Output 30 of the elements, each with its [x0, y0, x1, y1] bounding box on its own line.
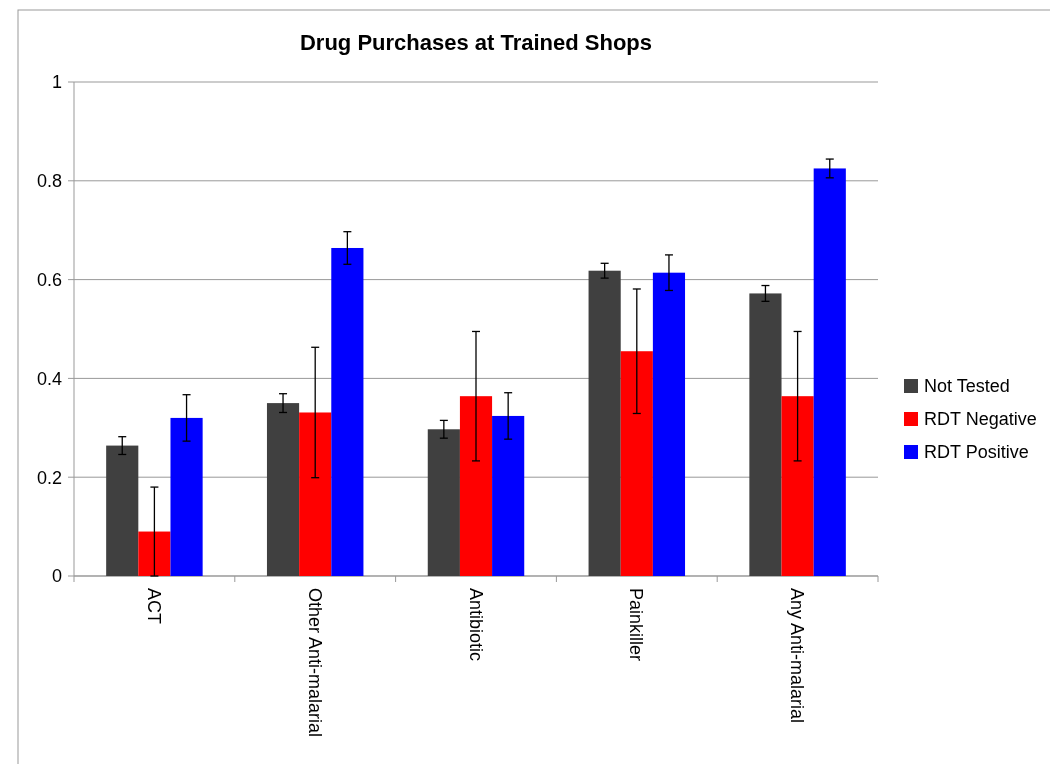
bar [749, 293, 782, 576]
chart-title: Drug Purchases at Trained Shops [299, 30, 653, 55]
bar [492, 415, 525, 576]
bar [459, 396, 493, 576]
legend-label: Not Tested [924, 376, 1010, 397]
bar [266, 403, 300, 576]
bar [331, 247, 364, 576]
bar [299, 412, 332, 576]
y-tick-label: 0.6 [36, 269, 62, 290]
y-tick-label: 0.8 [36, 171, 62, 192]
bar [781, 396, 814, 576]
x-tick-label: ACT [144, 588, 165, 624]
y-tick-label: 0.4 [36, 368, 62, 389]
x-tick-label: Antibiotic [465, 588, 486, 662]
x-tick-label: Any Anti-malarial [787, 588, 808, 724]
y-tick-label: 0 [51, 566, 62, 587]
x-tick-label: Other Anti-malarial [304, 588, 325, 738]
x-tick-label: Painkiller [626, 588, 647, 662]
bar [138, 531, 171, 576]
legend-label: RDT Positive [924, 442, 1029, 463]
bar [813, 168, 846, 576]
bar [106, 445, 139, 576]
bar [620, 351, 653, 576]
y-tick-label: 0.2 [36, 467, 62, 488]
bar [427, 429, 460, 576]
y-tick-label: 1 [51, 72, 62, 93]
bar [170, 417, 203, 576]
legend-label: RDT Negative [924, 409, 1037, 430]
bar [652, 272, 686, 576]
bar [588, 270, 621, 576]
